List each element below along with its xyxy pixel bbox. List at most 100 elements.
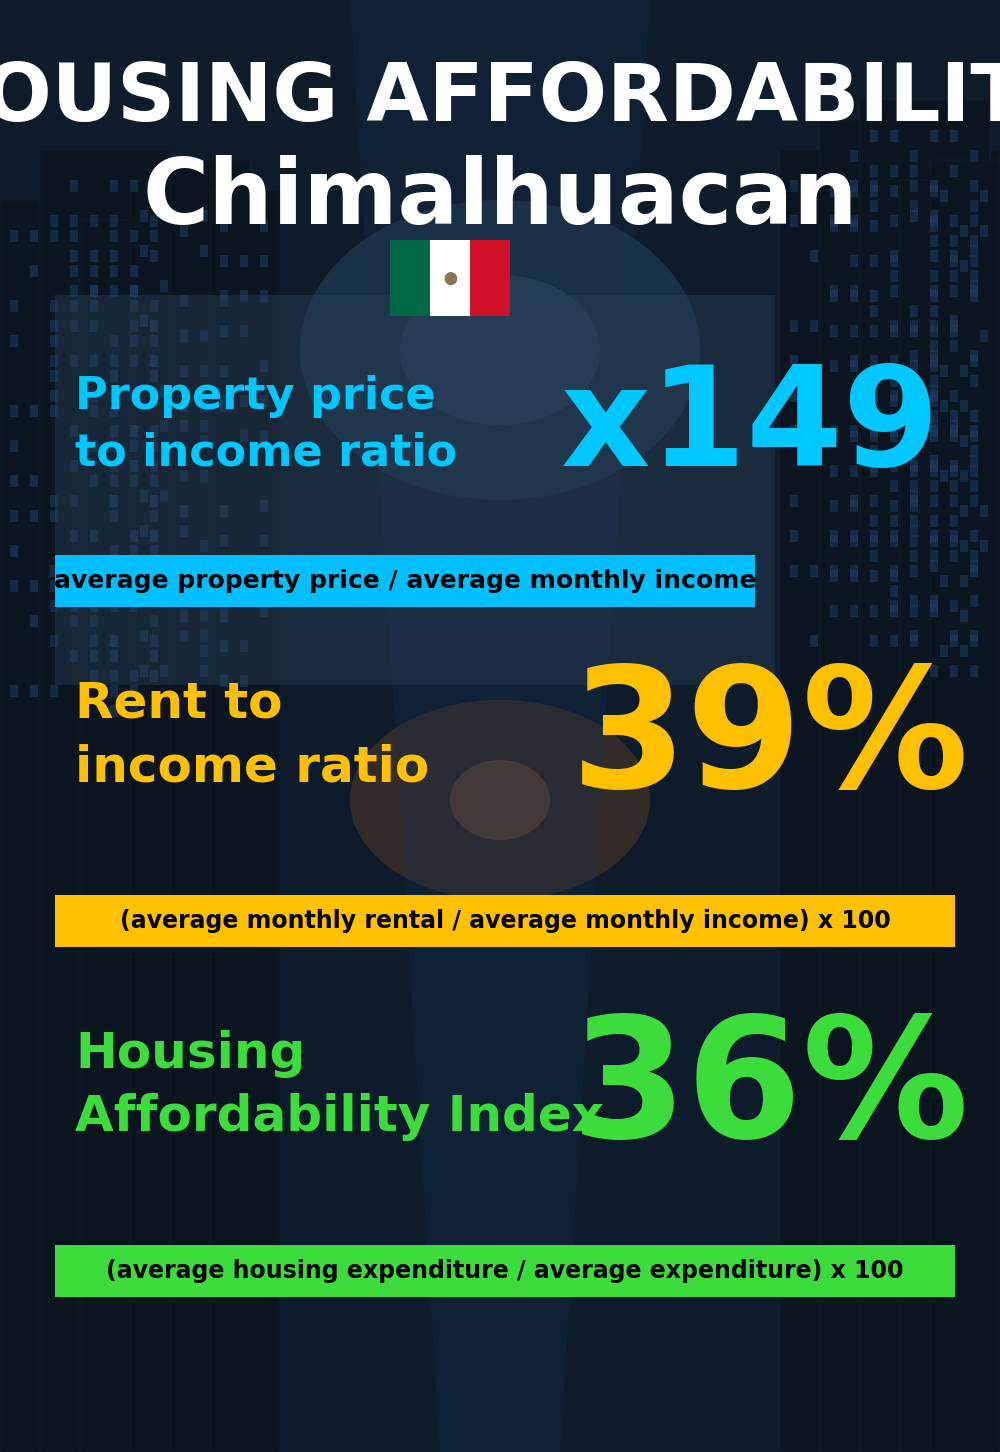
FancyBboxPatch shape: [30, 229, 38, 242]
FancyBboxPatch shape: [960, 575, 968, 587]
FancyBboxPatch shape: [70, 600, 78, 611]
FancyBboxPatch shape: [180, 630, 188, 642]
FancyBboxPatch shape: [870, 200, 878, 212]
FancyBboxPatch shape: [890, 605, 898, 617]
FancyBboxPatch shape: [890, 375, 898, 388]
FancyBboxPatch shape: [50, 579, 58, 592]
FancyBboxPatch shape: [940, 575, 948, 587]
FancyBboxPatch shape: [930, 340, 938, 351]
FancyBboxPatch shape: [200, 575, 208, 587]
FancyBboxPatch shape: [930, 270, 938, 282]
FancyBboxPatch shape: [110, 565, 118, 576]
FancyBboxPatch shape: [870, 290, 878, 302]
FancyBboxPatch shape: [130, 301, 138, 312]
FancyBboxPatch shape: [870, 571, 878, 582]
FancyBboxPatch shape: [850, 499, 858, 513]
FancyBboxPatch shape: [150, 544, 158, 558]
FancyBboxPatch shape: [830, 565, 838, 576]
FancyBboxPatch shape: [260, 290, 268, 302]
FancyBboxPatch shape: [220, 640, 228, 652]
FancyBboxPatch shape: [950, 465, 958, 478]
FancyBboxPatch shape: [180, 526, 188, 537]
FancyBboxPatch shape: [200, 630, 208, 642]
FancyBboxPatch shape: [950, 250, 958, 261]
FancyBboxPatch shape: [870, 354, 878, 367]
FancyBboxPatch shape: [950, 534, 958, 547]
FancyBboxPatch shape: [70, 530, 78, 542]
FancyBboxPatch shape: [830, 215, 838, 227]
FancyBboxPatch shape: [220, 190, 228, 202]
FancyBboxPatch shape: [150, 440, 158, 452]
FancyBboxPatch shape: [930, 350, 938, 362]
FancyBboxPatch shape: [470, 240, 510, 317]
FancyBboxPatch shape: [70, 285, 78, 298]
FancyBboxPatch shape: [910, 630, 918, 642]
FancyBboxPatch shape: [240, 325, 248, 337]
FancyBboxPatch shape: [200, 645, 208, 656]
FancyBboxPatch shape: [50, 319, 58, 333]
FancyBboxPatch shape: [950, 495, 958, 507]
FancyBboxPatch shape: [970, 665, 978, 677]
FancyBboxPatch shape: [970, 150, 978, 163]
FancyBboxPatch shape: [50, 391, 58, 402]
FancyBboxPatch shape: [150, 391, 158, 402]
Text: average property price / average monthly income: average property price / average monthly…: [54, 569, 756, 592]
FancyBboxPatch shape: [930, 160, 1000, 1452]
FancyBboxPatch shape: [110, 285, 118, 298]
FancyBboxPatch shape: [110, 180, 118, 192]
FancyBboxPatch shape: [10, 301, 18, 312]
FancyBboxPatch shape: [940, 364, 948, 378]
FancyBboxPatch shape: [830, 534, 838, 547]
FancyBboxPatch shape: [910, 481, 918, 492]
FancyBboxPatch shape: [950, 340, 958, 351]
FancyBboxPatch shape: [90, 600, 98, 611]
FancyBboxPatch shape: [970, 595, 978, 607]
FancyBboxPatch shape: [50, 354, 58, 367]
FancyBboxPatch shape: [110, 544, 118, 558]
FancyBboxPatch shape: [830, 285, 838, 298]
FancyBboxPatch shape: [970, 409, 978, 423]
FancyBboxPatch shape: [850, 290, 858, 302]
FancyBboxPatch shape: [50, 600, 58, 611]
FancyBboxPatch shape: [130, 579, 138, 592]
FancyBboxPatch shape: [930, 184, 938, 197]
FancyBboxPatch shape: [930, 420, 938, 433]
FancyBboxPatch shape: [850, 565, 858, 576]
FancyBboxPatch shape: [150, 425, 158, 437]
FancyBboxPatch shape: [90, 285, 98, 298]
FancyBboxPatch shape: [950, 550, 958, 562]
FancyBboxPatch shape: [910, 391, 918, 402]
FancyBboxPatch shape: [890, 166, 898, 177]
FancyBboxPatch shape: [910, 325, 918, 337]
FancyBboxPatch shape: [70, 250, 78, 261]
Ellipse shape: [300, 200, 700, 499]
FancyBboxPatch shape: [90, 250, 98, 261]
FancyBboxPatch shape: [10, 510, 18, 523]
FancyBboxPatch shape: [90, 215, 98, 227]
FancyBboxPatch shape: [810, 635, 818, 648]
FancyBboxPatch shape: [950, 215, 958, 227]
FancyBboxPatch shape: [850, 425, 858, 437]
FancyBboxPatch shape: [90, 405, 98, 417]
FancyBboxPatch shape: [850, 256, 858, 267]
FancyBboxPatch shape: [80, 221, 180, 1452]
FancyBboxPatch shape: [200, 470, 208, 482]
FancyBboxPatch shape: [220, 675, 228, 687]
FancyBboxPatch shape: [930, 665, 938, 677]
FancyBboxPatch shape: [950, 409, 958, 423]
FancyBboxPatch shape: [150, 335, 158, 347]
FancyBboxPatch shape: [830, 425, 838, 437]
FancyBboxPatch shape: [950, 315, 958, 327]
FancyBboxPatch shape: [110, 391, 118, 402]
FancyBboxPatch shape: [200, 211, 208, 222]
FancyBboxPatch shape: [960, 645, 968, 656]
FancyBboxPatch shape: [930, 465, 938, 478]
FancyBboxPatch shape: [220, 505, 228, 517]
Text: (average monthly rental / average monthly income) x 100: (average monthly rental / average monthl…: [120, 909, 890, 934]
FancyBboxPatch shape: [970, 285, 978, 298]
FancyBboxPatch shape: [830, 571, 838, 582]
FancyBboxPatch shape: [930, 454, 938, 468]
FancyBboxPatch shape: [850, 221, 858, 232]
FancyBboxPatch shape: [960, 540, 968, 552]
FancyBboxPatch shape: [180, 399, 188, 412]
